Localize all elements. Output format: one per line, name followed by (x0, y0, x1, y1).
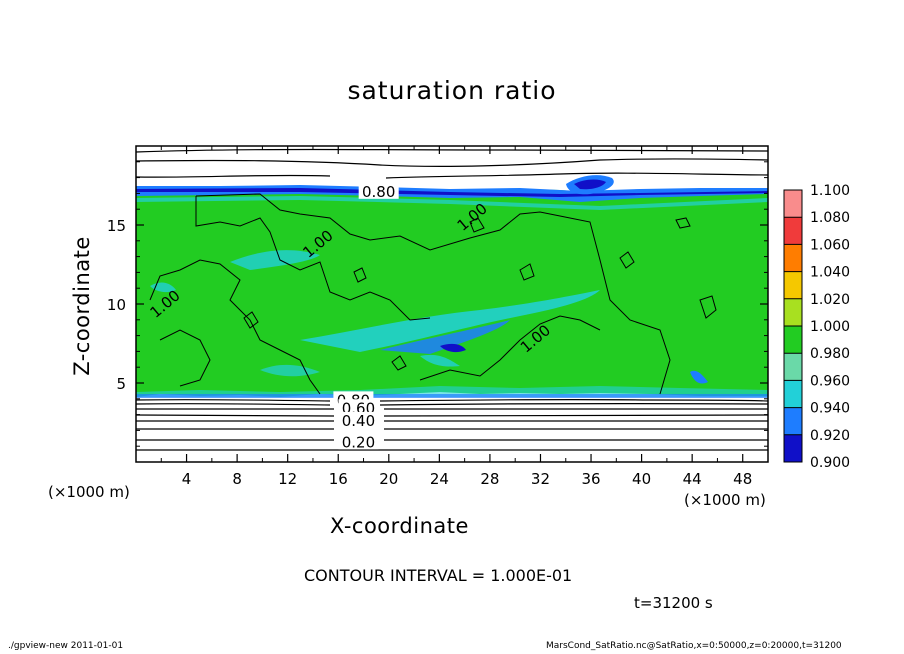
colorbar-label: 1.060 (810, 237, 850, 253)
x-axis-label: X-coordinate (330, 514, 469, 538)
x-tick-label: 32 (531, 470, 550, 488)
contour-label-bg (338, 433, 379, 450)
contour-label-bg (358, 182, 399, 199)
contour-label: 0.80 (362, 183, 395, 201)
x-tick-label: 40 (632, 470, 651, 488)
x-tick-label: 44 (683, 470, 702, 488)
contour-interval-text: CONTOUR INTERVAL = 1.000E-01 (304, 566, 573, 585)
colorbar-swatch (784, 271, 802, 299)
x-tick-label: 8 (232, 470, 242, 488)
y-tick-label: 10 (107, 296, 126, 314)
x-axis: 4 8 12 16 20 24 28 32 36 40 44 48 (160, 146, 752, 488)
x-tick-label: 4 (182, 470, 192, 488)
colorbar-swatch (784, 434, 802, 462)
contour-label-bg (338, 399, 379, 416)
footer-left-text: ./gpview-new 2011-01-01 (8, 641, 124, 651)
colorbar-label: 0.920 (810, 428, 850, 444)
saturation-field (136, 146, 768, 462)
colorbar-swatch (784, 244, 802, 272)
x-tick-label: 36 (581, 470, 600, 488)
colorbar-label: 1.080 (810, 210, 850, 226)
footer-right-text: MarsCond_SatRatio.nc@SatRatio,x=0:50000,… (546, 641, 842, 651)
y-axis-label: Z-coordinate (70, 236, 94, 376)
x-tick-label: 12 (278, 470, 297, 488)
y-axis: 5 10 15 (107, 161, 768, 447)
x-unit-label-right: (×1000 m) (684, 491, 766, 509)
time-label: t=31200 s (634, 594, 713, 612)
x-tick-label: 48 (733, 470, 752, 488)
x-tick-label: 24 (430, 470, 449, 488)
colorbar-label: 0.980 (810, 346, 850, 362)
contour-label-bg (338, 411, 379, 428)
colorbar-swatch (784, 380, 802, 408)
colorbar: 1.100 1.080 1.060 1.040 1.020 1.000 0.980 0.960… (783, 183, 850, 471)
colorbar-swatch (784, 217, 802, 245)
colorbar-swatch (784, 190, 802, 218)
x-unit-label-left: (×1000 m) (48, 483, 130, 501)
contour-label: 0.20 (342, 433, 375, 451)
colorbar-swatch (784, 353, 802, 381)
y-tick-label: 5 (116, 375, 126, 393)
colorbar-label: 0.960 (810, 373, 850, 389)
y-tick-label: 15 (107, 217, 126, 235)
colorbar-swatch (784, 298, 802, 326)
colorbar-label: 1.040 (810, 265, 850, 281)
chart-title: saturation ratio (347, 76, 557, 105)
colorbar-label: 0.940 (810, 401, 850, 417)
colorbar-label: 1.100 (810, 183, 850, 199)
colorbar-swatch (784, 326, 802, 354)
x-tick-label: 16 (329, 470, 348, 488)
colorbar-swatch (784, 407, 802, 435)
x-tick-label: 28 (480, 470, 499, 488)
colorbar-label: 1.020 (810, 292, 850, 308)
x-tick-label: 20 (379, 470, 398, 488)
colorbar-label: 0.900 (810, 455, 850, 471)
colorbar-label: 1.000 (810, 319, 850, 335)
contour-label: 0.40 (342, 412, 375, 430)
